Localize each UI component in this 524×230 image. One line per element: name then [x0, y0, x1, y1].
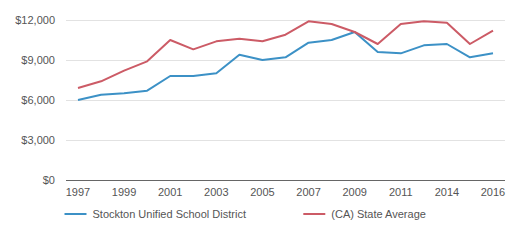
- legend: Stockton Unified School District (CA) Sta…: [65, 208, 426, 220]
- x-tick-label: 2003: [204, 186, 228, 198]
- grid-line: [66, 20, 505, 21]
- plot-area: [78, 21, 493, 100]
- legend-label: Stockton Unified School District: [93, 208, 246, 220]
- grid-line: [66, 180, 505, 181]
- y-tick-label: $9,000: [21, 54, 55, 66]
- grid-line: [66, 100, 505, 101]
- chart: $0 $3,000 $6,000 $9,000 $12,000 1997 1999 2001 2…: [0, 0, 524, 230]
- x-tick-label: 2007: [296, 186, 320, 198]
- y-tick-label: $0: [43, 174, 55, 186]
- x-tick-label: 1999: [112, 186, 136, 198]
- x-tick-label: 2014: [435, 186, 459, 198]
- y-tick-label: $6,000: [21, 94, 55, 106]
- grid-line: [66, 60, 505, 61]
- x-tick-label: 1997: [66, 186, 90, 198]
- x-axis-line: [66, 180, 505, 181]
- x-tick-label: 2001: [158, 186, 182, 198]
- legend-label: (CA) State Average: [331, 208, 426, 220]
- y-tick-label: $3,000: [21, 134, 55, 146]
- x-tick-label: 2005: [250, 186, 274, 198]
- series-line: [78, 21, 493, 88]
- legend-swatch: [303, 213, 325, 215]
- x-tick-label: 2009: [342, 186, 366, 198]
- x-tick-label: 2016: [481, 186, 505, 198]
- grid-line: [66, 140, 505, 141]
- y-tick-label: $12,000: [15, 14, 55, 26]
- x-tick-label: 2011: [389, 186, 413, 198]
- legend-swatch: [65, 213, 87, 215]
- series-line: [78, 32, 493, 100]
